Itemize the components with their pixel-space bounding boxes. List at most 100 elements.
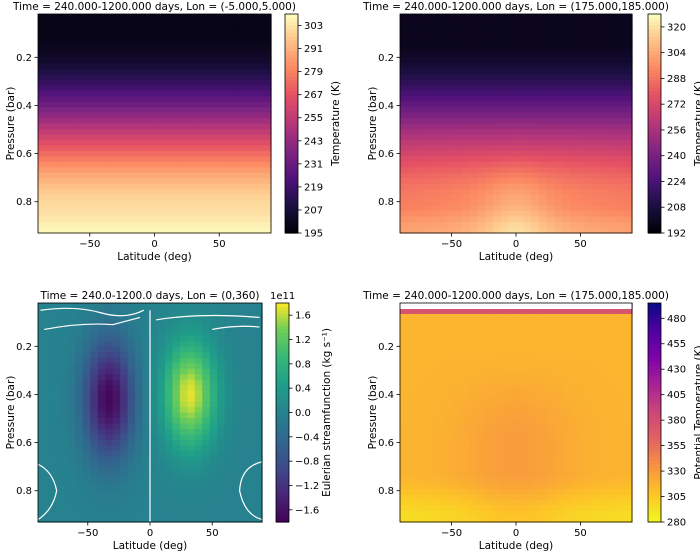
heatmap-cell: [547, 341, 555, 347]
heatmap-cell: [531, 445, 539, 451]
heatmap-cell: [186, 47, 194, 53]
heatmap-cell: [477, 385, 485, 391]
heatmap-cell: [217, 96, 225, 102]
heatmap-cell: [609, 107, 617, 113]
heatmap-cell: [172, 506, 180, 512]
heatmap-cell: [186, 195, 194, 201]
heatmap-cell: [38, 222, 46, 228]
heatmap-cell: [531, 74, 539, 80]
heatmap-cell: [150, 495, 158, 501]
heatmap-cell: [165, 363, 173, 369]
heatmap-cell: [477, 325, 485, 331]
heatmap-cell: [143, 456, 151, 462]
heatmap-cell: [508, 451, 516, 457]
heatmap-cell: [609, 134, 617, 140]
heatmap-cell: [562, 511, 570, 517]
heatmap-cell: [462, 418, 470, 424]
heatmap-cell: [578, 52, 586, 58]
heatmap-cell: [113, 303, 121, 309]
heatmap-cell: [139, 96, 147, 102]
heatmap-cell: [210, 467, 218, 473]
heatmap-cell: [431, 36, 439, 42]
heatmap-cell: [92, 211, 100, 217]
heatmap-cell: [562, 58, 570, 64]
heatmap-cell: [186, 52, 194, 58]
heatmap-cell: [555, 102, 563, 108]
heatmap-cell: [423, 222, 431, 228]
x-axis-label: Latitude (deg): [113, 540, 188, 552]
heatmap-cell: [38, 489, 46, 495]
heatmap-cell: [128, 451, 136, 457]
heatmap-cell: [143, 380, 151, 386]
heatmap-cell: [83, 402, 91, 408]
heatmap-cell: [516, 473, 524, 479]
heatmap-cell: [431, 495, 439, 501]
colorbar-segment: [285, 218, 298, 222]
heatmap-cell: [128, 440, 136, 446]
heatmap-cell: [624, 222, 632, 228]
heatmap-cell: [539, 145, 547, 151]
heatmap-cell: [100, 30, 108, 36]
heatmap-cell: [601, 445, 609, 451]
heatmap-cell: [83, 495, 91, 501]
heatmap-cell: [83, 413, 91, 419]
heatmap-cell: [143, 423, 151, 429]
heatmap-cell: [178, 113, 186, 119]
heatmap-cell: [493, 74, 501, 80]
heatmap-cell: [178, 19, 186, 25]
heatmap-cell: [423, 380, 431, 386]
colorbar-segment: [276, 434, 289, 438]
heatmap-cell: [578, 407, 586, 413]
heatmap-cell: [38, 217, 46, 223]
heatmap-cell: [240, 102, 248, 108]
heatmap-cell: [508, 325, 516, 331]
heatmap-cell: [68, 467, 76, 473]
heatmap-cell: [423, 217, 431, 223]
heatmap-cell: [470, 206, 478, 212]
heatmap-cell: [400, 25, 408, 31]
heatmap-cell: [217, 74, 225, 80]
heatmap-cell: [601, 222, 609, 228]
heatmap-cell: [172, 308, 180, 314]
heatmap-cell: [555, 429, 563, 435]
colorbar-segment: [276, 489, 289, 493]
heatmap-cell: [193, 140, 201, 146]
heatmap-cell: [100, 200, 108, 206]
heatmap-cell: [415, 413, 423, 419]
heatmap-cell: [493, 63, 501, 69]
heatmap-cell: [431, 325, 439, 331]
heatmap-cell: [617, 217, 625, 223]
heatmap-cell: [150, 478, 158, 484]
heatmap-cell: [69, 63, 77, 69]
heatmap-cell: [516, 113, 524, 119]
heatmap-cell: [555, 189, 563, 195]
colorbar-segment: [648, 32, 661, 36]
heatmap-cell: [477, 140, 485, 146]
heatmap-cell: [539, 506, 547, 512]
heatmap-cell: [202, 429, 210, 435]
heatmap-cell: [470, 369, 478, 375]
heatmap-cell: [143, 358, 151, 364]
heatmap-cell: [217, 445, 225, 451]
heatmap-cell: [150, 407, 158, 413]
heatmap-cell: [454, 30, 462, 36]
heatmap-cell: [217, 319, 225, 325]
heatmap-cell: [69, 200, 77, 206]
heatmap-cell: [547, 140, 555, 146]
heatmap-cell: [172, 418, 180, 424]
heatmap-cell: [531, 211, 539, 217]
heatmap-cell: [462, 473, 470, 479]
heatmap-cell: [232, 113, 240, 119]
heatmap-cell: [539, 489, 547, 495]
heatmap-cell: [60, 440, 68, 446]
heatmap-cell: [45, 330, 53, 336]
heatmap-cell: [431, 124, 439, 130]
heatmap-cell: [501, 156, 509, 162]
heatmap-cell: [524, 113, 532, 119]
heatmap-cell: [170, 69, 178, 75]
heatmap-cell: [408, 30, 416, 36]
heatmap-cell: [562, 25, 570, 31]
heatmap-cell: [400, 445, 408, 451]
heatmap-cell: [462, 319, 470, 325]
heatmap-cell: [77, 113, 85, 119]
